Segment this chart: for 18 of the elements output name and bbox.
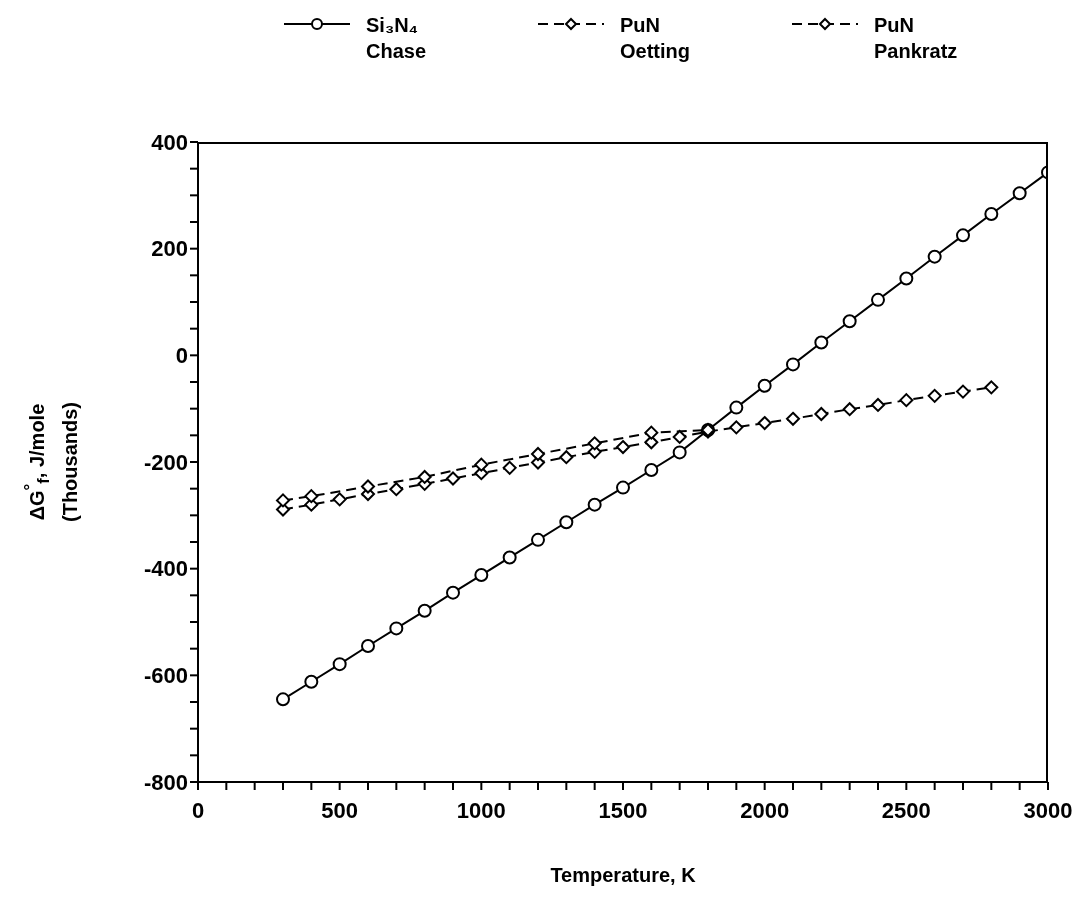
legend-label: PuN Oetting xyxy=(620,13,691,64)
x-tick-label: 1500 xyxy=(598,797,648,823)
legend-label: PuN Pankratz xyxy=(874,13,958,64)
y-tick-label: -600 xyxy=(143,663,188,689)
x-tick-label: 2000 xyxy=(740,797,790,823)
x-tick-label: 1000 xyxy=(456,797,506,823)
x-tick-label: 3000 xyxy=(1023,797,1073,823)
y-tick-label: 400 xyxy=(151,129,188,155)
y-tick-label: -800 xyxy=(143,769,188,795)
y-tick-label: -200 xyxy=(143,449,188,475)
x-tick-label: 500 xyxy=(321,797,359,823)
y-tick-label: 200 xyxy=(151,236,188,262)
legend-label: Si₃N₄ Chase xyxy=(366,13,428,64)
x-tick-label: 2500 xyxy=(881,797,931,823)
y-tick-label: -400 xyxy=(143,556,188,582)
x-tick-label: 0 xyxy=(191,797,205,823)
y-tick-label: 0 xyxy=(175,343,188,369)
x-axis-title: Temperature, K xyxy=(550,864,697,886)
